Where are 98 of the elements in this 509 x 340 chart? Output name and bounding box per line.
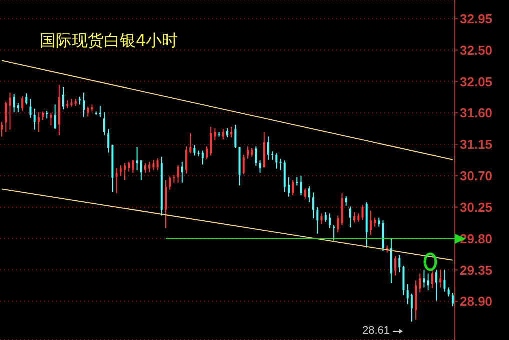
candlestick [316,206,319,234]
candlestick [436,270,438,302]
candlestick [181,161,184,184]
candlestick [124,162,126,181]
y-tick-label: 30.70 [460,168,493,184]
candlestick [431,270,434,289]
candlestick [230,126,233,138]
candlestick [378,217,380,228]
candlestick [108,128,110,154]
candlestick [312,192,315,220]
candlestick [144,162,146,174]
candlestick [13,94,16,113]
candlestick [419,273,422,294]
annotation: 28.61 [361,325,390,338]
y-tick-label: 30.25 [460,200,493,215]
candlestick [255,146,258,167]
candlestick [308,186,310,203]
candlestick [374,217,376,228]
candlestick [333,225,336,242]
candlestick [22,96,24,112]
candlestick [423,270,426,288]
text: 国际现货白银4小时 [40,31,178,51]
candlestick [190,132,192,154]
candlestick [324,212,327,223]
candlestick [104,112,106,136]
candlestick [9,92,12,130]
candlestick [300,175,302,196]
candlestick [30,98,32,118]
candlestick [38,112,40,132]
y-tick-label: 32.50 [460,42,493,58]
candlestick [242,154,245,176]
candlestick [26,93,28,106]
candlestick [194,144,196,156]
y-tick-label: 31.60 [460,106,493,121]
candlestick [202,150,204,166]
candlestick [152,159,155,171]
candlestick [234,124,237,149]
candlestick [292,180,294,196]
candlestick [62,86,65,110]
y-tick-label: 32.05 [460,74,493,90]
candlestick [87,106,90,118]
candlestick [246,146,249,160]
candlestick [116,168,118,194]
candlestick [349,206,352,228]
candlestick [304,188,306,200]
candlestick [320,213,323,225]
y-tick-label: 29.80 [460,231,493,246]
candlestick [99,106,102,118]
y-tick-label: 32.95 [460,11,493,26]
candlestick [136,146,138,171]
y-tick-label: 31.15 [460,137,493,152]
candlestick [402,265,405,296]
candlestick [210,126,212,156]
candlestick [132,160,134,174]
candlestick [5,101,8,132]
candlestick [156,158,159,171]
candlestick [354,212,356,224]
candlestick [54,104,56,130]
candlestick [337,215,340,233]
candlestick [440,270,442,288]
candlestick [288,176,290,198]
candlestick [280,158,282,171]
candlestick [50,112,52,126]
candlestick [17,102,20,113]
candlestick [206,146,208,160]
candlestick [276,153,278,170]
candlestick [406,284,409,305]
candlestick [328,213,331,229]
candlestick [448,287,450,298]
candlestick [410,293,413,322]
candlestick [185,146,188,174]
candlestick [370,210,372,236]
candlestick [148,161,151,173]
candlestick [259,160,262,174]
candlestick [83,92,86,118]
candlestick [1,122,4,138]
candlestick [164,180,167,229]
candlestick [345,196,348,206]
candlestick [362,204,364,220]
candlestick [177,164,180,184]
y-tick-label: 28.90 [460,294,493,310]
candlestick [169,176,172,190]
candlestick [267,136,270,160]
candlestick [222,128,224,140]
y-tick-label: 29.35 [460,262,493,278]
candlestick [34,108,36,130]
candlestick [120,164,122,176]
candlestick [128,161,130,172]
candlestick [226,128,228,138]
candlestick [140,160,142,181]
candlestick [173,174,176,184]
candlestick [398,255,401,273]
candlestick [427,273,430,291]
candlestick [452,292,454,307]
candlestick [251,148,254,158]
candlestick [214,128,216,141]
candlestick [394,256,397,276]
candlestick [444,270,446,292]
